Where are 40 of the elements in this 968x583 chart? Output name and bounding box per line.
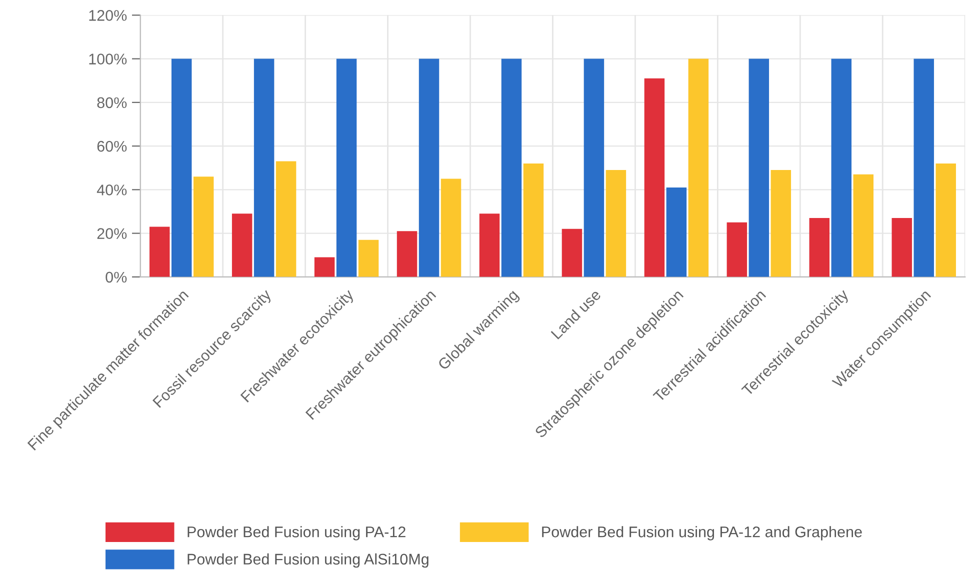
y-tick-label: 40%	[96, 184, 127, 196]
bar	[666, 187, 687, 277]
y-tick-label: 120%	[89, 10, 127, 21]
bar	[936, 163, 956, 277]
bar	[644, 78, 665, 277]
bar	[770, 170, 792, 277]
y-tick-label: 80%	[97, 97, 127, 108]
bar	[688, 58, 709, 277]
bar	[892, 218, 912, 277]
bar	[358, 240, 379, 277]
bar	[584, 58, 604, 277]
y-tick-label: 60%	[97, 140, 127, 152]
bar	[853, 174, 874, 277]
legend-label: Powder Bed Fusion using AlSi10Mg	[188, 553, 428, 568]
bar	[562, 228, 582, 277]
bar	[748, 58, 770, 277]
legend-label: Powder Bed Fusion using PA-12 and Graphene	[542, 526, 862, 540]
y-tick-label: 0%	[106, 272, 127, 283]
bar	[726, 222, 748, 277]
bar	[479, 214, 500, 277]
bar	[418, 58, 440, 277]
bar	[254, 58, 274, 277]
y-tick-label: 20%	[97, 228, 127, 239]
bar	[396, 231, 418, 277]
bar	[314, 257, 335, 277]
bar	[276, 161, 296, 277]
bar	[232, 214, 252, 277]
bar	[914, 58, 934, 277]
bar	[501, 58, 522, 277]
bar	[440, 178, 462, 277]
bar	[193, 176, 214, 277]
bar	[523, 163, 544, 277]
bar	[171, 58, 192, 277]
bar	[809, 218, 830, 277]
bar	[831, 58, 852, 277]
y-tick-label: 100%	[89, 54, 127, 64]
bar	[149, 226, 170, 277]
bar	[336, 58, 357, 277]
bar	[606, 170, 626, 277]
legend-label: Powder Bed Fusion using PA-12	[188, 526, 406, 540]
